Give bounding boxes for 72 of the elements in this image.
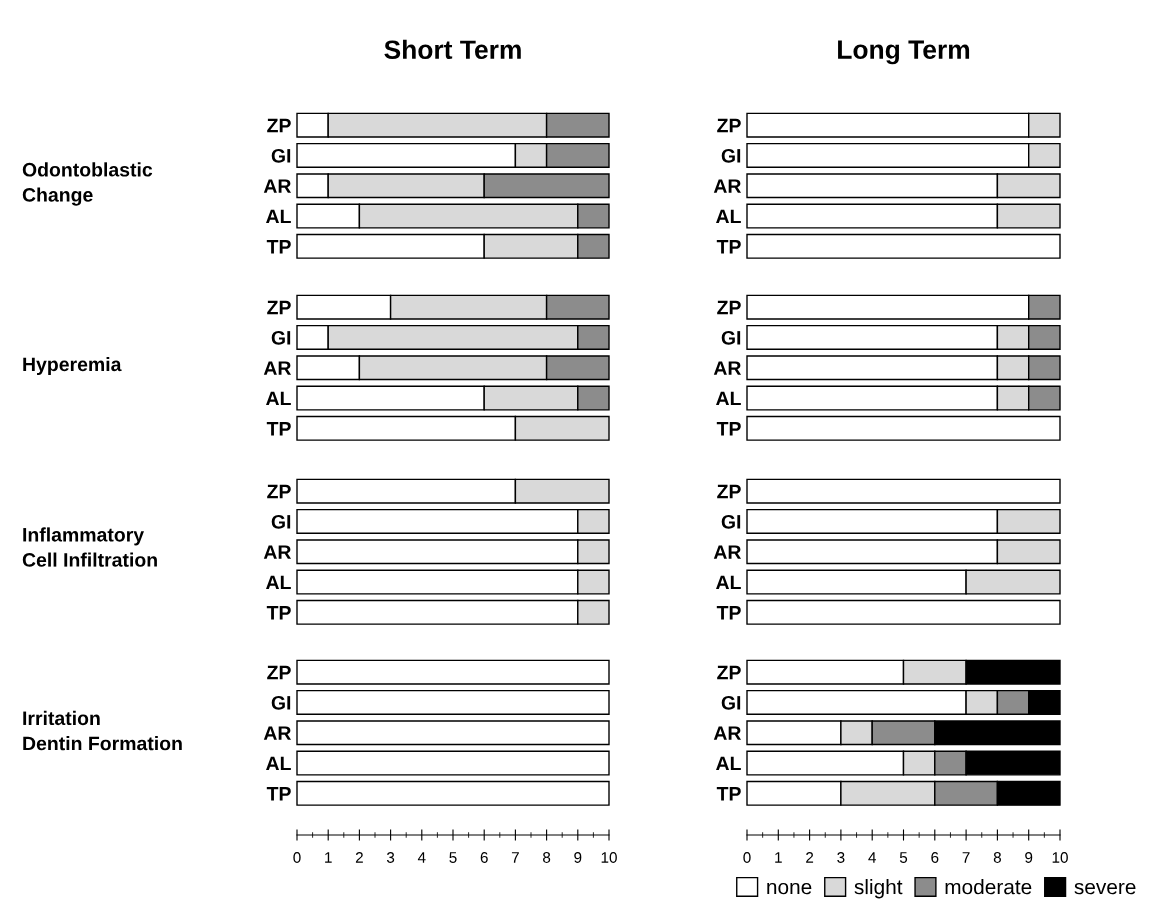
y-tick-label: TP — [716, 606, 741, 620]
y-tick-label: AR — [713, 179, 742, 193]
y-tick-label: ZP — [717, 484, 741, 499]
legend-label: moderate — [945, 879, 1032, 895]
x-tick-label: 10 — [1052, 852, 1068, 863]
y-tick-label: TP — [266, 606, 291, 620]
y-tick-label: AL — [716, 575, 741, 590]
x-tick-label: 6 — [480, 852, 488, 863]
y-tick-label: GI — [271, 695, 291, 710]
x-tick-label: 7 — [962, 852, 970, 863]
legend-label: severe — [1074, 882, 1136, 895]
x-tick-label: 9 — [1025, 852, 1033, 863]
y-tick-label: AR — [263, 361, 292, 375]
x-tick-label: 10 — [601, 852, 617, 863]
y-tick-label: TP — [266, 787, 291, 801]
y-tick-label: AR — [263, 179, 292, 193]
y-tick-label: AL — [716, 391, 741, 406]
y-tick-label: GI — [271, 514, 291, 529]
y-tick-label: ZP — [267, 665, 291, 680]
y-tick-label: GI — [721, 695, 741, 710]
y-axis-title: Hyperemia — [23, 356, 122, 376]
y-tick-label: AL — [266, 391, 291, 406]
chart-title: Long Term — [838, 40, 970, 65]
y-tick-label: AR — [713, 726, 742, 740]
x-tick-label: 9 — [574, 852, 582, 863]
x-tick-label: 8 — [543, 852, 551, 863]
x-tick-label: 4 — [417, 852, 426, 863]
x-tick-label: 1 — [325, 852, 332, 863]
y-tick-label: ZP — [267, 118, 291, 133]
x-tick-label: 3 — [837, 852, 845, 863]
x-tick-label: 7 — [511, 852, 519, 863]
x-tick-label: 6 — [931, 852, 939, 863]
x-tick-label: 8 — [993, 852, 1001, 863]
y-tick-label: TP — [716, 787, 741, 801]
x-tick-label: 1 — [775, 852, 782, 863]
legend-label: slight — [854, 879, 903, 899]
y-tick-label: ZP — [717, 665, 741, 680]
y-tick-label: TP — [266, 240, 291, 254]
y-tick-label: AL — [716, 756, 741, 771]
y-tick-label: GI — [271, 330, 291, 345]
x-tick-label: 5 — [449, 852, 457, 863]
y-tick-label: AL — [716, 209, 741, 224]
y-tick-label: ZP — [717, 118, 741, 133]
legend-label: none — [767, 882, 812, 895]
y-tick-label: AR — [713, 361, 742, 375]
y-tick-label: AL — [266, 756, 291, 771]
y-tick-label: ZP — [267, 484, 291, 499]
x-tick-label: 0 — [293, 852, 301, 863]
x-tick-label: 2 — [355, 852, 363, 863]
y-tick-label: ZP — [717, 300, 741, 315]
y-tick-label: GI — [721, 148, 741, 163]
y-tick-label: GI — [271, 148, 291, 163]
x-tick-label: 3 — [386, 852, 395, 863]
y-tick-label: AR — [713, 545, 742, 559]
y-tick-label: AR — [263, 726, 292, 740]
y-axis-title: Inflammatory Cell Infiltration — [22, 527, 157, 567]
x-tick-label: 0 — [743, 852, 751, 863]
x-tick-label: 2 — [806, 852, 814, 863]
y-tick-label: AL — [266, 575, 291, 590]
y-axis-title: Irritation Dentin Formation — [23, 710, 182, 751]
y-axis-title: Odontoblastic Change — [22, 162, 153, 206]
x-tick-label: 5 — [899, 852, 908, 863]
y-tick-label: TP — [266, 422, 291, 436]
y-tick-label: TP — [716, 422, 741, 436]
x-tick-label: 4 — [868, 852, 876, 863]
y-tick-label: AR — [263, 545, 292, 559]
chart-title: Short Term — [384, 39, 521, 60]
y-tick-label: AL — [266, 209, 291, 224]
y-tick-label: TP — [716, 240, 741, 254]
y-tick-label: GI — [721, 514, 741, 529]
y-tick-label: ZP — [267, 300, 291, 315]
y-tick-label: GI — [721, 330, 741, 345]
